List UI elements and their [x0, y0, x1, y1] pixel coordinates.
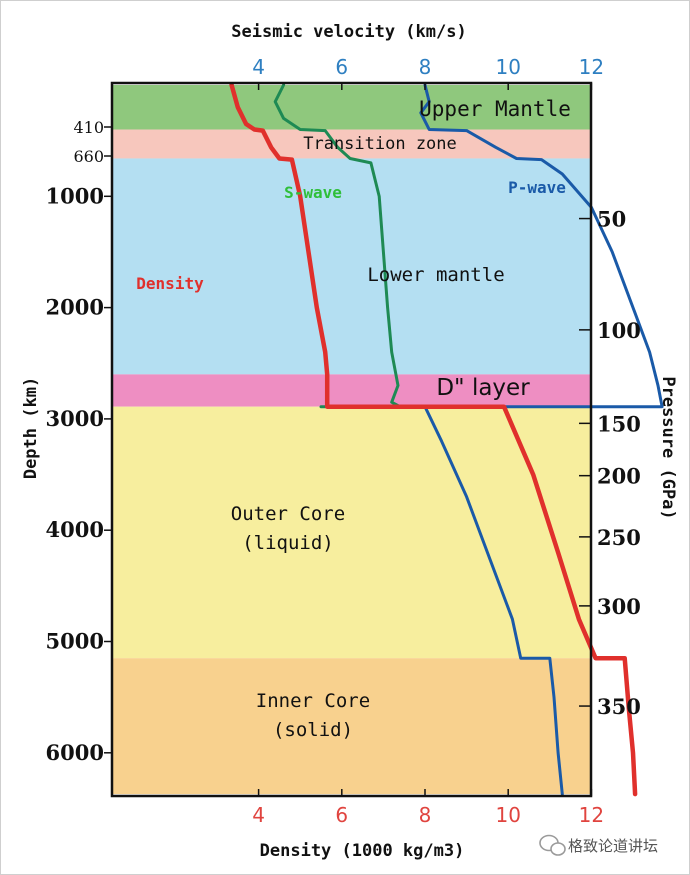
layer-label-d-layer: D" layer	[436, 375, 530, 401]
layer-label-outer-core: Outer Core	[231, 503, 345, 525]
layer-band	[112, 129, 591, 159]
right-axis-tick-label: 50	[597, 207, 626, 232]
layer-band	[112, 85, 591, 130]
layer-label-inner-core: Inner Core	[256, 690, 370, 712]
top-axis-tick-label: 6	[335, 55, 348, 79]
layer-band	[112, 658, 591, 795]
left-axis-minor-tick-label: 410	[73, 118, 104, 137]
layer-label-outer-core-state: (liquid)	[242, 532, 334, 554]
layer-label-upper-mantle: Upper Mantle	[419, 97, 571, 121]
top-axis-tick-label: 8	[419, 55, 432, 79]
right-axis-tick-label: 150	[597, 411, 641, 436]
layer-label-lower-mantle: Lower mantle	[367, 264, 504, 286]
bottom-axis-tick-label: 12	[579, 803, 604, 827]
left-axis-tick-label: 4000	[46, 517, 104, 542]
plot-border	[110, 81, 593, 798]
bottom-axis-tick-label: 6	[335, 803, 348, 827]
top-axis-tick-label: 4	[252, 55, 265, 79]
bottom-axis-tick-label: 4	[252, 803, 265, 827]
left-axis-tick-label: 3000	[46, 406, 104, 431]
left-axis-tick-label: 2000	[46, 295, 104, 320]
left-axis-tick-label: 6000	[46, 740, 104, 765]
watermark-text: 格致论道讲坛	[568, 837, 658, 855]
right-axis-tick-label: 100	[597, 318, 641, 343]
series-label-p-wave: P-wave	[508, 178, 566, 197]
layer-band	[112, 374, 591, 407]
right-axis-tick-label: 250	[597, 525, 641, 550]
layer-band	[112, 158, 591, 375]
right-axis-tick-label: 300	[597, 594, 641, 619]
bottom-axis-tick-label: 10	[495, 803, 520, 827]
bottom-axis-title: Density (1000 kg/m3)	[260, 841, 465, 861]
series-label-density: Density	[136, 274, 204, 293]
series-line-swave	[273, 83, 402, 409]
series-label-s-wave: S-wave	[284, 183, 342, 202]
top-axis-tick-label: 10	[495, 55, 520, 79]
left-axis-tick-label: 1000	[46, 183, 104, 208]
top-axis-tick-label: 12	[579, 55, 604, 79]
right-axis-tick-label: 350	[597, 694, 641, 719]
top-axis-title: Seismic velocity (km/s)	[231, 22, 466, 42]
right-axis-tick-label: 200	[597, 464, 641, 489]
bottom-axis-tick-label: 8	[419, 803, 432, 827]
left-axis-title: Depth (km)	[21, 377, 41, 479]
layer-label-inner-core-state: (solid)	[273, 719, 353, 741]
right-axis-title: Pressure (GPa)	[658, 376, 678, 519]
wechat-icon	[539, 834, 566, 856]
left-axis-tick-label: 5000	[46, 629, 104, 654]
layer-label-transition-zone: Transition zone	[303, 134, 457, 154]
left-axis-minor-tick-label: 660	[73, 147, 104, 166]
series-line-density	[229, 82, 638, 797]
series-line-pwave	[419, 83, 664, 796]
